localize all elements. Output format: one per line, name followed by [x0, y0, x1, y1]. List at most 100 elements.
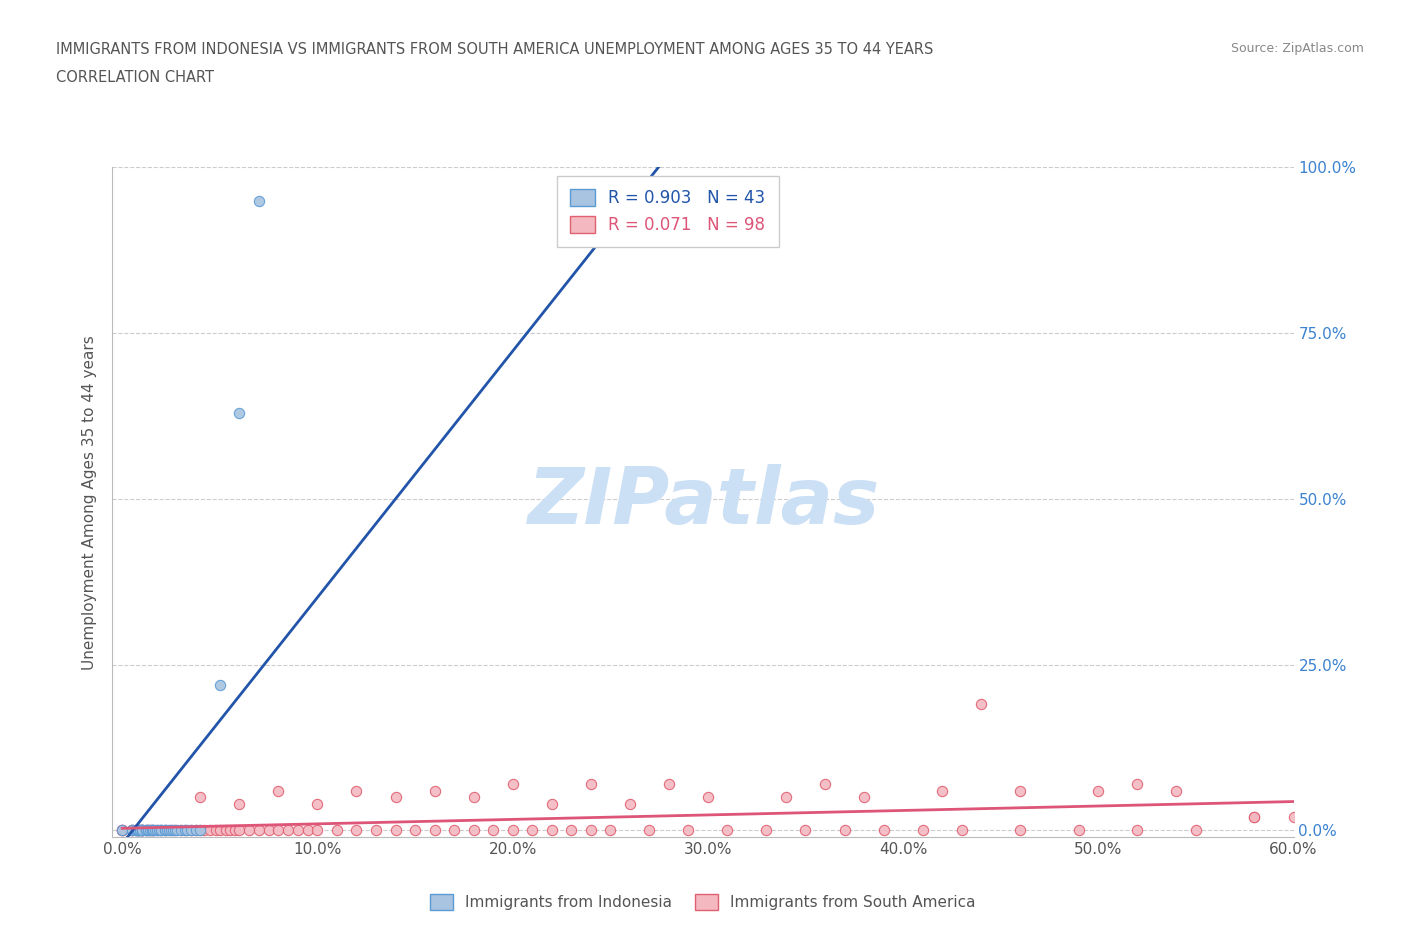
Legend: Immigrants from Indonesia, Immigrants from South America: Immigrants from Indonesia, Immigrants fr… [425, 888, 981, 916]
Point [502, 823, 524, 838]
Point [131, 823, 153, 838]
Point [218, 823, 240, 838]
Point [170, 823, 193, 838]
Point [136, 823, 159, 838]
Point [188, 823, 211, 838]
Point [121, 823, 143, 838]
Point [148, 823, 170, 838]
Point [814, 777, 837, 791]
Point [326, 823, 349, 838]
Point [198, 823, 221, 838]
Point [135, 823, 157, 838]
Point [364, 823, 387, 838]
Point [128, 823, 150, 838]
Point [267, 783, 290, 798]
Point [125, 823, 148, 838]
Point [423, 823, 446, 838]
Point [1166, 783, 1188, 798]
Point [755, 823, 778, 838]
Point [145, 823, 167, 838]
Point [127, 823, 149, 838]
Point [153, 823, 176, 838]
Point [297, 823, 319, 838]
Point [121, 823, 143, 838]
Point [176, 823, 198, 838]
Point [205, 823, 228, 838]
Point [146, 823, 169, 838]
Point [141, 823, 163, 838]
Text: Source: ZipAtlas.com: Source: ZipAtlas.com [1230, 42, 1364, 55]
Point [1185, 823, 1208, 838]
Text: IMMIGRANTS FROM INDONESIA VS IMMIGRANTS FROM SOUTH AMERICA UNEMPLOYMENT AMONG AG: IMMIGRANTS FROM INDONESIA VS IMMIGRANTS … [56, 42, 934, 57]
Point [384, 823, 406, 838]
Point [463, 823, 485, 838]
Point [540, 796, 562, 811]
Point [404, 823, 426, 838]
Point [1087, 783, 1109, 798]
Point [121, 823, 143, 838]
Point [1282, 810, 1305, 825]
Point [1243, 810, 1265, 825]
Point [1010, 823, 1032, 838]
Point [228, 796, 250, 811]
Point [443, 823, 465, 838]
Point [579, 777, 602, 791]
Point [150, 823, 173, 838]
Point [138, 823, 160, 838]
Point [794, 823, 817, 838]
Point [173, 823, 195, 838]
Point [125, 823, 148, 838]
Text: ZIPatlas: ZIPatlas [527, 464, 879, 540]
Point [247, 193, 270, 208]
Point [186, 823, 208, 838]
Point [346, 783, 368, 798]
Point [135, 823, 157, 838]
Point [678, 823, 700, 838]
Point [1126, 823, 1149, 838]
Point [834, 823, 856, 838]
Point [127, 823, 149, 838]
Point [121, 823, 143, 838]
Point [277, 823, 299, 838]
Point [127, 823, 149, 838]
Point [180, 823, 202, 838]
Point [950, 823, 973, 838]
Point [170, 823, 193, 838]
Point [482, 823, 505, 838]
Point [131, 823, 153, 838]
Point [208, 677, 231, 692]
Point [127, 823, 149, 838]
Point [131, 823, 153, 838]
Point [186, 823, 208, 838]
Point [775, 790, 797, 804]
Point [166, 823, 188, 838]
Point [128, 823, 150, 838]
Point [853, 790, 876, 804]
Point [1010, 783, 1032, 798]
Point [540, 823, 562, 838]
Point [247, 823, 270, 838]
Point [157, 823, 180, 838]
Point [163, 823, 186, 838]
Point [384, 790, 406, 804]
Point [1067, 823, 1090, 838]
Point [150, 823, 173, 838]
Point [142, 823, 165, 838]
Point [716, 823, 738, 838]
Point [228, 823, 250, 838]
Point [160, 823, 183, 838]
Point [163, 823, 186, 838]
Point [162, 823, 184, 838]
Point [173, 823, 195, 838]
Point [156, 823, 179, 838]
Point [111, 823, 134, 838]
Point [135, 823, 157, 838]
Point [188, 823, 211, 838]
Point [638, 823, 661, 838]
Point [141, 823, 163, 838]
Point [136, 823, 159, 838]
Point [346, 823, 368, 838]
Point [560, 823, 582, 838]
Point [160, 823, 183, 838]
Point [180, 823, 202, 838]
